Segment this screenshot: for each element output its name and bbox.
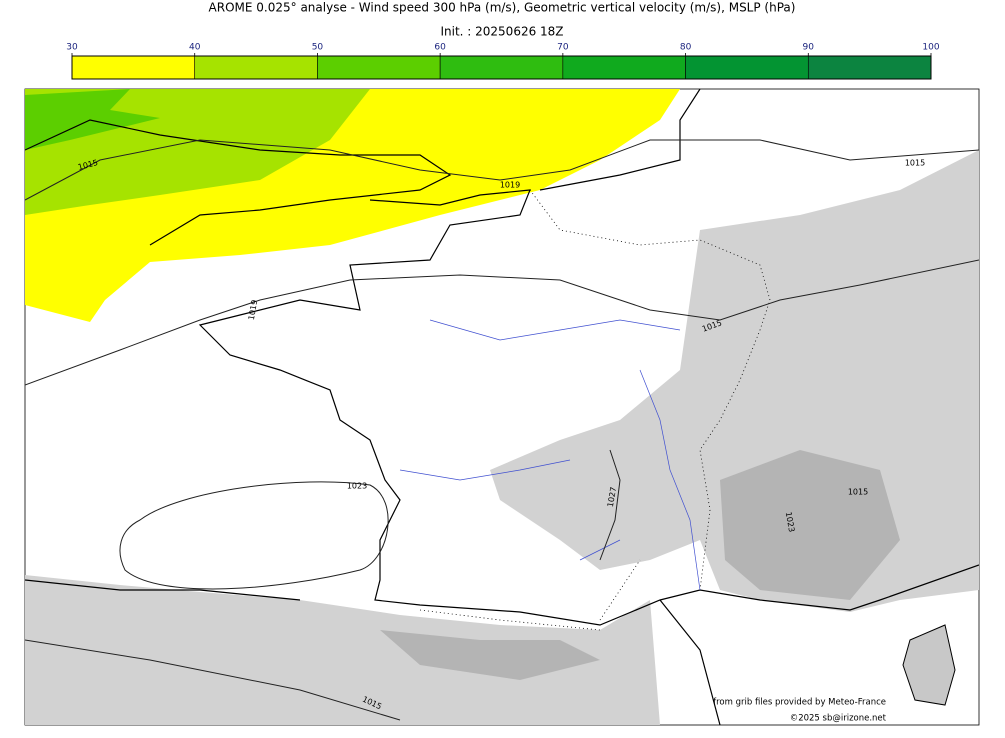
colorbar-tick-label: 80 (680, 43, 692, 53)
map: 1015 1019 1015 1019 1015 1023 1027 1023 … (24, 88, 980, 726)
colorbar-segment (439, 55, 564, 80)
coastline (25, 119, 452, 246)
colorbar-tick-label: 30 (66, 43, 78, 53)
credit: from grib files provided by Meteo-France (713, 698, 886, 708)
isobar-label: 1015 (848, 488, 868, 497)
coastline (539, 89, 701, 191)
isobar-label: 1023 (784, 511, 796, 533)
isobar (25, 639, 401, 721)
colorbar-outline (71, 55, 932, 80)
border (419, 559, 641, 631)
colorbar-tick-label: 100 (922, 43, 939, 53)
credit: ©2025 sb@irizone.net (790, 714, 887, 724)
isobar (119, 481, 389, 590)
colorbar-tick-label: 50 (312, 43, 324, 53)
isobar-label: 1019 (247, 299, 259, 321)
title: AROME 0.025° analyse - Wind speed 300 hP… (209, 1, 796, 15)
colorbar-tick-label: 90 (803, 43, 815, 53)
river (399, 319, 701, 591)
isobar-label: 1015 (905, 159, 925, 168)
border (529, 189, 771, 591)
isobar-label: 1027 (606, 486, 618, 508)
colorbar-segment (685, 55, 809, 80)
isobar (25, 259, 979, 386)
colorbar-segment (194, 55, 318, 80)
corsica (902, 624, 956, 706)
relief (720, 450, 900, 600)
colorbar-tick-label: 70 (557, 43, 569, 53)
colorbar-tick-label: 60 (434, 43, 446, 53)
colorbar-segment (71, 55, 196, 80)
coastline (25, 579, 301, 601)
relief (25, 575, 660, 725)
colorbar-segment (807, 55, 932, 80)
isobar (599, 449, 621, 561)
colorbar-segment (562, 55, 686, 80)
subtitle: Init. : 20250626 18Z (440, 25, 563, 39)
isobar-label: 1019 (500, 181, 520, 190)
isobar-label: 1023 (347, 482, 367, 491)
coastline (659, 599, 721, 725)
colorbar-tick-label: 40 (189, 43, 201, 53)
relief (380, 630, 600, 680)
colorbar-segment (317, 55, 441, 80)
colorbar: 30 40 50 60 70 80 90 100 (66, 43, 940, 80)
isobar (25, 139, 979, 201)
